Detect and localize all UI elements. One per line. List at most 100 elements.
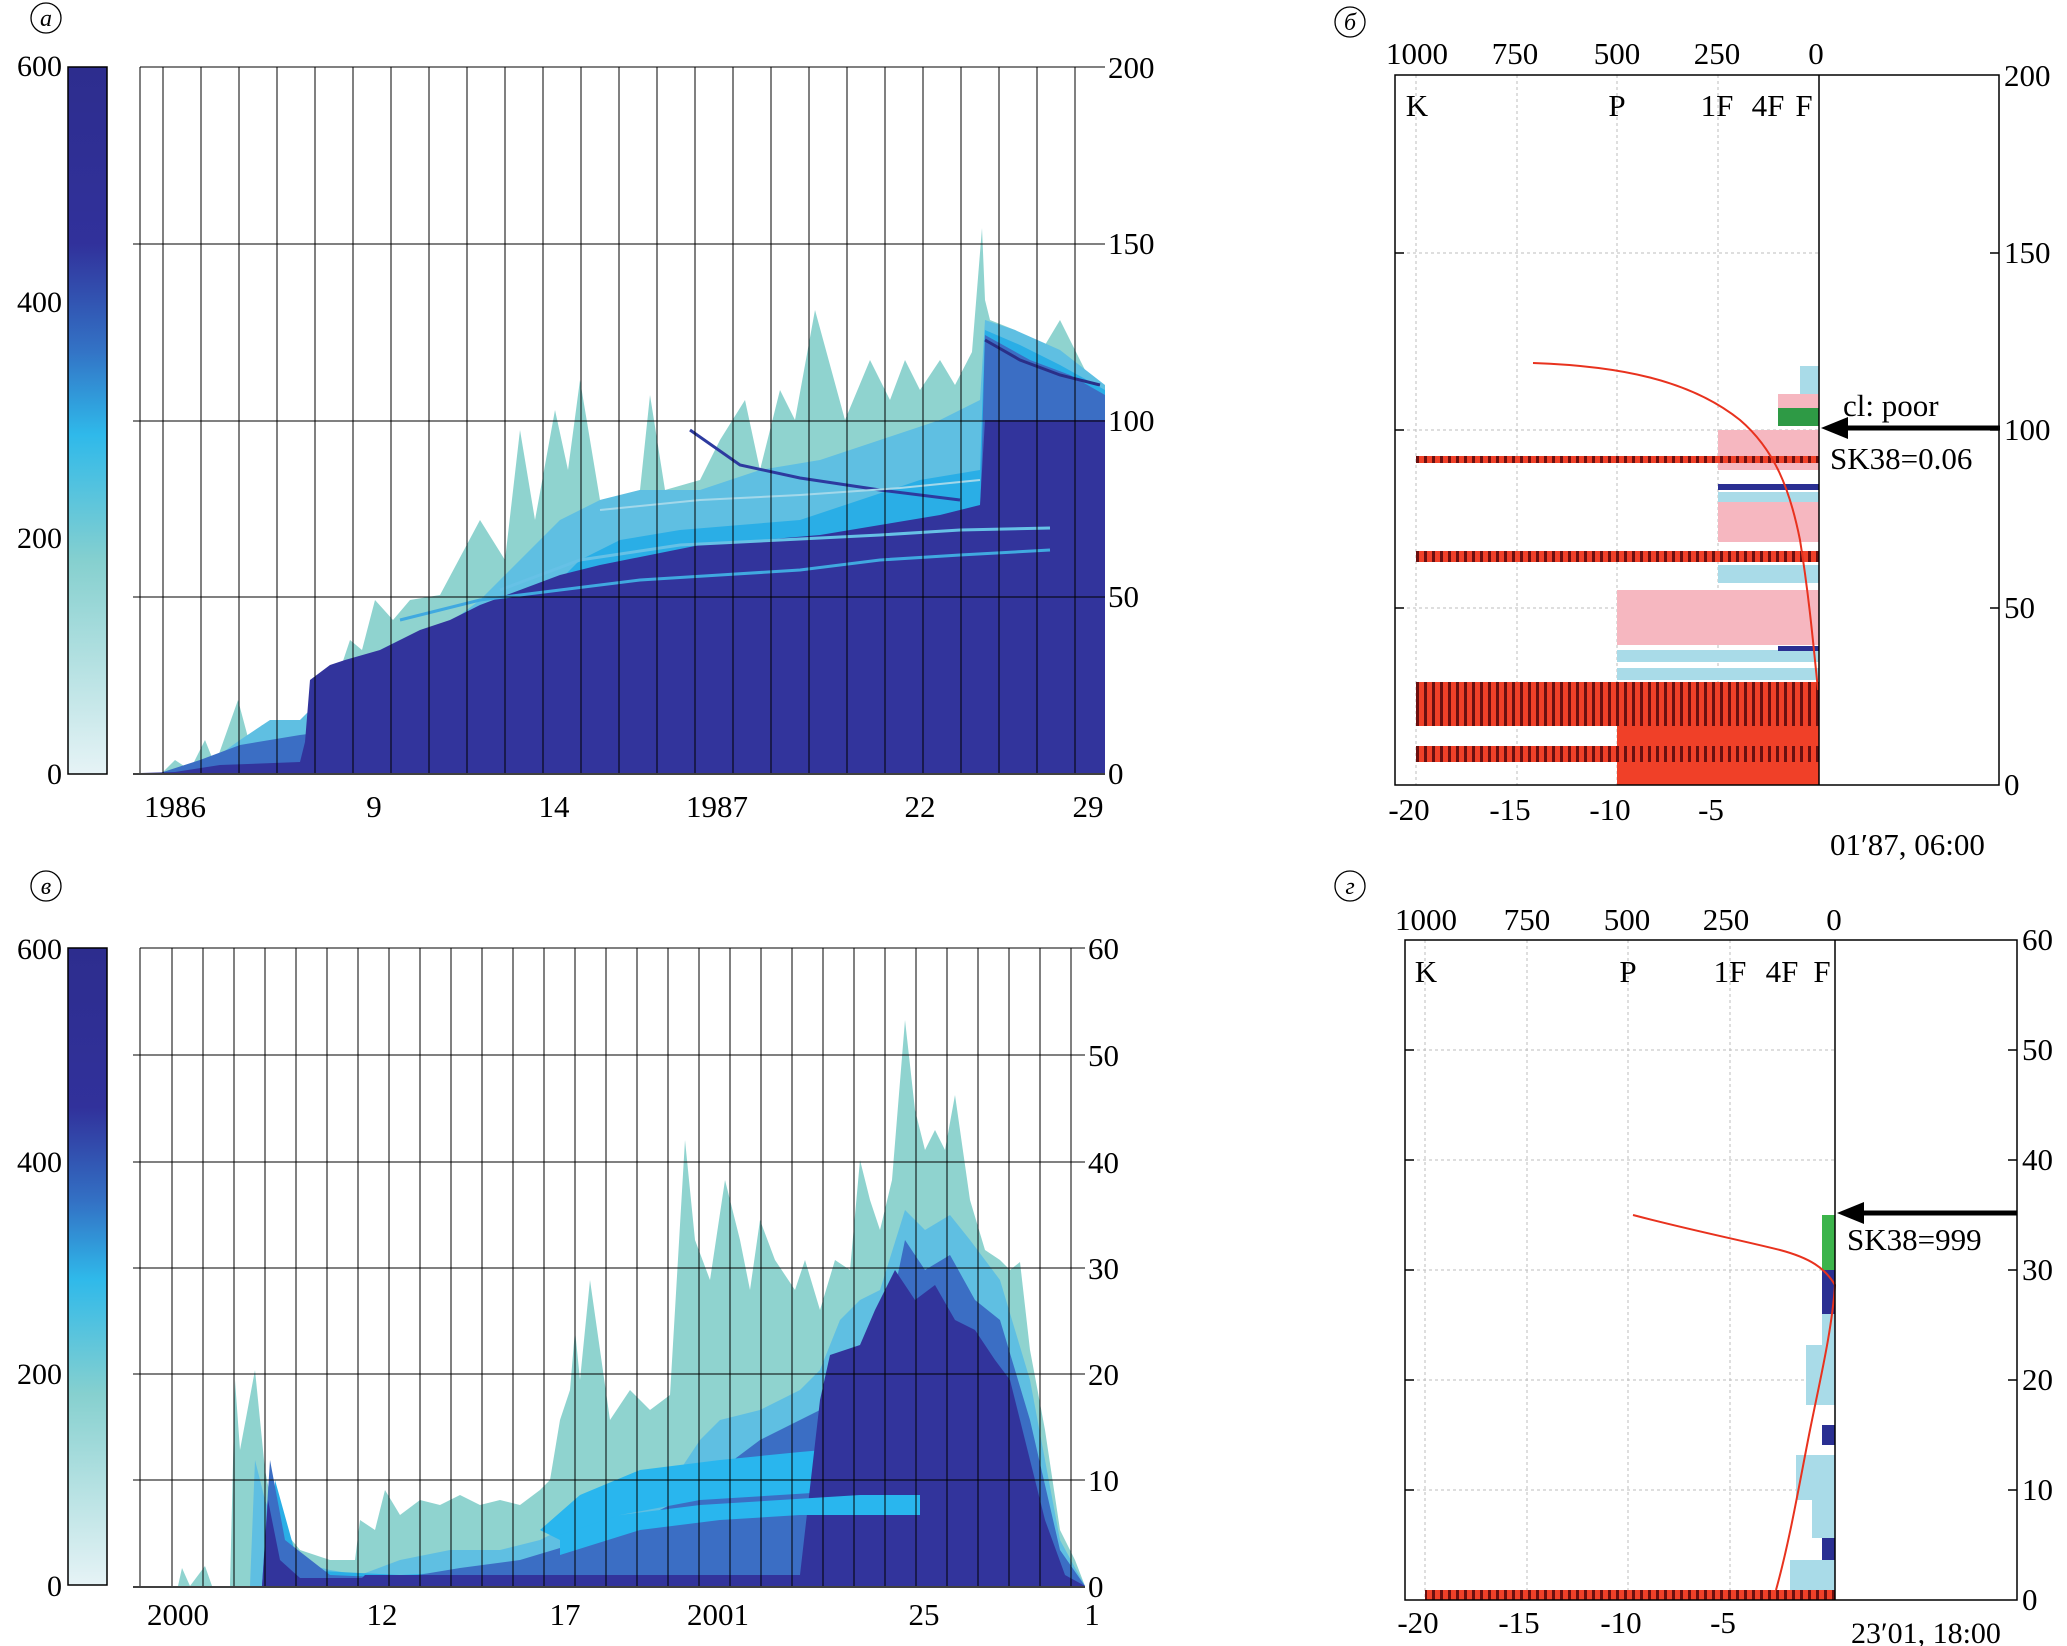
plot-b-layer-pink-lower xyxy=(1617,590,1819,645)
plot-b-hardness-F: F xyxy=(1795,88,1812,123)
plot-d-btick-m15: -15 xyxy=(1498,1605,1539,1640)
plot-c-xtick-2000: 2000 xyxy=(147,1597,209,1632)
plot-a-y-ticks: 0 50 100 150 200 xyxy=(1108,50,1155,791)
plot-b-rtick-100: 100 xyxy=(2004,412,2051,447)
plot-c-ytick-10: 10 xyxy=(1088,1463,1119,1498)
plot-c-area xyxy=(178,1020,1085,1586)
plot-b-hardness-P: P xyxy=(1608,88,1625,123)
plot-a-ytick-100: 100 xyxy=(1108,403,1155,438)
plot-b-temperature-curve xyxy=(1532,362,1819,691)
plot-d-top-ticks: 1000 750 500 250 0 xyxy=(1395,902,1842,937)
plot-c-ytick-30: 30 xyxy=(1088,1251,1119,1286)
plot-c-grid xyxy=(133,947,1085,1586)
colorbar-c-tick-0: 0 xyxy=(47,1570,62,1603)
plot-d-right-tick-labels: 0 10 20 30 40 50 60 xyxy=(2022,922,2053,1617)
plot-b-annotation-sk38: SK38=0.06 xyxy=(1830,441,1972,476)
colorbar-a-tick-400: 400 xyxy=(17,286,62,319)
plot-d-hardness-K: K xyxy=(1415,954,1438,989)
plot-c-xtick-17: 17 xyxy=(550,1597,581,1632)
plot-b-layer-lightblue-4 xyxy=(1617,668,1819,680)
colorbar-a-tick-200: 200 xyxy=(17,522,62,555)
panel-c: в 0 200 400 600 xyxy=(17,870,1119,1632)
plot-b-layer-red-1 xyxy=(1617,726,1819,746)
plot-b-layer-red-2 xyxy=(1617,762,1819,785)
colorbar-c-tick-200: 200 xyxy=(17,1358,62,1391)
plot-a-xtick-14: 14 xyxy=(539,789,571,824)
plot-b-layer-lightblue-top xyxy=(1800,366,1819,396)
plot-c-ytick-0: 0 xyxy=(1088,1569,1104,1604)
plot-b-toptick-500: 500 xyxy=(1594,36,1641,71)
plot-c-cyan-band-2 xyxy=(560,1495,920,1555)
plot-b-layer-pink-upper xyxy=(1718,430,1819,470)
plot-b-btick-m20: -20 xyxy=(1388,792,1429,827)
panel-d: г 1000 750 500 250 0 xyxy=(1334,870,2053,1646)
plot-b-toptick-250: 250 xyxy=(1694,36,1741,71)
plot-d-hardness-P: P xyxy=(1619,954,1636,989)
colorbar-c-tick-600: 600 xyxy=(17,933,62,966)
panel-d-label-circle xyxy=(1334,870,1366,902)
plot-b-layer-red-stripe-4 xyxy=(1416,456,1819,463)
plot-d-rtick-50: 50 xyxy=(2022,1032,2053,1067)
plot-b-layer-lightblue-2 xyxy=(1718,565,1819,583)
plot-b-rtick-50: 50 xyxy=(2004,590,2035,625)
plot-d-temperature-curve xyxy=(1632,1214,1837,1591)
plot-c-ytick-60: 60 xyxy=(1088,931,1119,966)
plot-d-toptick-1000: 1000 xyxy=(1395,902,1457,937)
plot-b-layer-red-stripe-2 xyxy=(1416,746,1819,762)
plot-d-hardness-F: F xyxy=(1813,954,1830,989)
colorbar-a-tick-0: 0 xyxy=(47,758,62,791)
plot-b-rtick-0: 0 xyxy=(2004,767,2020,802)
plot-d-toptick-500: 500 xyxy=(1604,902,1651,937)
plot-d-rtick-60: 60 xyxy=(2022,922,2053,957)
colorbar-a: 0 200 400 600 xyxy=(17,50,108,791)
plot-a-layer-line-3 xyxy=(499,526,1051,592)
panel-b: б 1000 750 500 250 0 xyxy=(1334,6,2051,862)
plot-b-layer-lightblue-3 xyxy=(1617,650,1819,662)
plot-c-x-ticks: 2000 12 17 2001 25 1 xyxy=(147,1597,1100,1632)
plot-b-hardness-4F: 4F xyxy=(1752,88,1785,123)
plot-b-toptick-750: 750 xyxy=(1492,36,1539,71)
plot-d-layer-lightblue-3 xyxy=(1796,1455,1835,1500)
plot-b-rtick-150: 150 xyxy=(2004,235,2051,270)
plot-d-toptick-0: 0 xyxy=(1826,902,1842,937)
plot-d-layer-lightblue-5 xyxy=(1790,1560,1835,1590)
colorbar-c: 0 200 400 600 xyxy=(17,933,108,1603)
colorbar-a-bar xyxy=(67,66,108,775)
plot-d-rtick-10: 10 xyxy=(2022,1472,2053,1507)
plot-d-arrow xyxy=(1837,1202,2017,1224)
plot-b-timestamp: 01′87, 06:00 xyxy=(1830,827,1985,862)
plot-d-hardness-1F: 1F xyxy=(1714,954,1747,989)
colorbar-c-tick-400: 400 xyxy=(17,1146,62,1179)
panel-b-label-circle xyxy=(1334,6,1366,38)
plot-a-grid xyxy=(133,66,1105,773)
plot-b-layer-red-stripe-1 xyxy=(1416,682,1819,726)
plot-a-xtick-1987: 1987 xyxy=(686,789,748,824)
plot-b-arrow xyxy=(1821,417,2000,439)
plot-d-timestamp: 23′01, 18:00 xyxy=(1851,1617,2001,1646)
plot-b-hardness-labels: K P 1F 4F F xyxy=(1406,88,1813,123)
plot-c-xtick-1: 1 xyxy=(1084,1597,1100,1632)
panel-a-label: а xyxy=(40,6,52,32)
plot-d-rtick-20: 20 xyxy=(2022,1362,2053,1397)
plot-b-layer-navy-2 xyxy=(1778,646,1819,651)
panel-a: а 0 200 400 600 xyxy=(17,2,1155,824)
plot-d-rtick-40: 40 xyxy=(2022,1142,2053,1177)
plot-b-rtick-200: 200 xyxy=(2004,58,2051,93)
plot-c-ytick-50: 50 xyxy=(1088,1038,1119,1073)
plot-a-ytick-0: 0 xyxy=(1108,756,1124,791)
plot-c-ytick-40: 40 xyxy=(1088,1145,1119,1180)
plot-d-layer-red-stripe xyxy=(1425,1590,1835,1600)
plot-b-hardness-1F: 1F xyxy=(1701,88,1734,123)
plot-d-right-ticks xyxy=(1405,1049,2017,1491)
panel-c-label: в xyxy=(41,874,51,900)
plot-d-layer-green xyxy=(1822,1215,1835,1270)
plot-a-layer-line-1 xyxy=(689,428,961,502)
plot-d-hardness-4F: 4F xyxy=(1766,954,1799,989)
plot-b-btick-m15: -15 xyxy=(1489,792,1530,827)
plot-b-layer-lightblue-1 xyxy=(1718,492,1819,502)
plot-d-btick-m5: -5 xyxy=(1710,1605,1736,1640)
plot-c-xtick-12: 12 xyxy=(367,1597,398,1632)
panel-b-label: б xyxy=(1344,10,1357,36)
plot-a-layer-line-5 xyxy=(984,338,1101,387)
plot-c-y-ticks: 0 10 20 30 40 50 60 xyxy=(1088,931,1119,1604)
